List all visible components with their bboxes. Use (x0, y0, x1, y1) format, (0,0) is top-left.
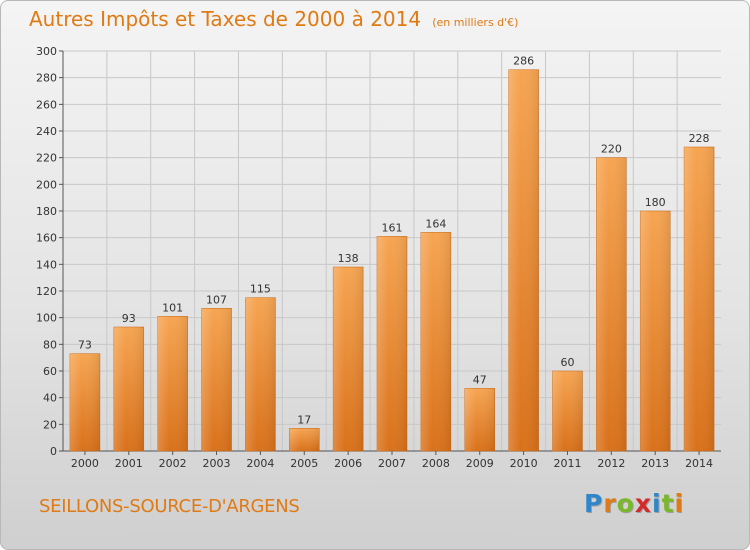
y-tick-label: 20 (43, 418, 57, 431)
bar-shade (333, 267, 364, 451)
x-tick-label: 2005 (290, 457, 318, 470)
x-tick-label: 2004 (246, 457, 274, 470)
bar-shade (69, 353, 100, 451)
value-label: 17 (297, 413, 311, 426)
x-tick-label: 2002 (159, 457, 187, 470)
y-tick-label: 160 (36, 232, 57, 245)
y-tick-label: 60 (43, 365, 57, 378)
y-tick-label: 180 (36, 205, 57, 218)
bar-shade (289, 428, 320, 451)
value-label: 286 (513, 55, 534, 68)
bar-shade (420, 232, 451, 451)
bar-shade (245, 297, 276, 451)
bar-shade (596, 157, 627, 451)
bar-shade (201, 308, 232, 451)
y-tick-label: 120 (36, 285, 57, 298)
value-label: 115 (250, 283, 271, 296)
x-tick-label: 2012 (597, 457, 625, 470)
y-tick-label: 140 (36, 258, 57, 271)
chart-title-row: Autres Impôts et Taxes de 2000 à 2014 (e… (29, 7, 518, 31)
y-tick-label: 200 (36, 178, 57, 191)
value-label: 60 (560, 356, 574, 369)
value-label: 164 (425, 217, 446, 230)
logo-letter: i (674, 489, 685, 518)
labels: 0 20 40 60 80 100 120 140 160 180 200 220 240 260 280 3… (36, 45, 713, 470)
x-tick-label: 2013 (641, 457, 669, 470)
chart-unit: (en milliers d'€) (432, 16, 519, 29)
x-tick-label: 2014 (685, 457, 713, 470)
proxiti-logo: Proxiti (584, 489, 684, 518)
value-label: 228 (689, 132, 710, 145)
x-tick-label: 2003 (203, 457, 231, 470)
y-tick-label: 240 (36, 125, 57, 138)
bars (69, 69, 715, 452)
bar-shade (113, 327, 144, 451)
logo-letter: i (652, 489, 662, 518)
x-tick-label: 2010 (510, 457, 538, 470)
value-label: 107 (206, 293, 227, 306)
logo-letter: P (584, 489, 604, 518)
x-tick-label: 2006 (334, 457, 362, 470)
bar-shade (377, 236, 407, 451)
x-tick-label: 2001 (115, 457, 143, 470)
y-tick-label: 100 (36, 312, 57, 325)
x-tick-label: 2007 (378, 457, 406, 470)
logo-letter: t (661, 489, 675, 518)
y-tick-label: 0 (50, 445, 57, 458)
x-tick-label: 2008 (422, 457, 450, 470)
y-tick-label: 40 (43, 392, 57, 405)
x-tick-label: 2000 (71, 457, 99, 470)
bar-shade (684, 147, 715, 451)
value-label: 101 (162, 301, 183, 314)
value-label: 161 (382, 221, 403, 234)
value-label: 47 (473, 373, 487, 386)
chart-title: Autres Impôts et Taxes de 2000 à 2014 (29, 7, 422, 31)
bar-shade (552, 371, 583, 451)
bar-shade (464, 388, 495, 451)
bar-shade (640, 211, 671, 451)
value-label: 180 (645, 196, 666, 209)
logo-letter: x (634, 489, 652, 518)
x-tick-label: 2011 (553, 457, 581, 470)
bar-shade (508, 69, 539, 452)
y-tick-label: 280 (36, 72, 57, 85)
value-label: 138 (338, 252, 359, 265)
x-tick-label: 2009 (466, 457, 494, 470)
value-label: 73 (78, 339, 92, 352)
logo-letter: o (616, 489, 635, 518)
logo-letter: r (603, 489, 617, 518)
value-label: 220 (601, 143, 622, 156)
y-tick-label: 80 (43, 338, 57, 351)
commune-name: SEILLONS-SOURCE-D'ARGENS (39, 496, 300, 517)
bar-shade (157, 316, 188, 451)
y-tick-label: 300 (36, 45, 57, 58)
y-tick-label: 260 (36, 98, 57, 111)
y-tick-label: 220 (36, 152, 57, 165)
value-label: 93 (122, 312, 136, 325)
